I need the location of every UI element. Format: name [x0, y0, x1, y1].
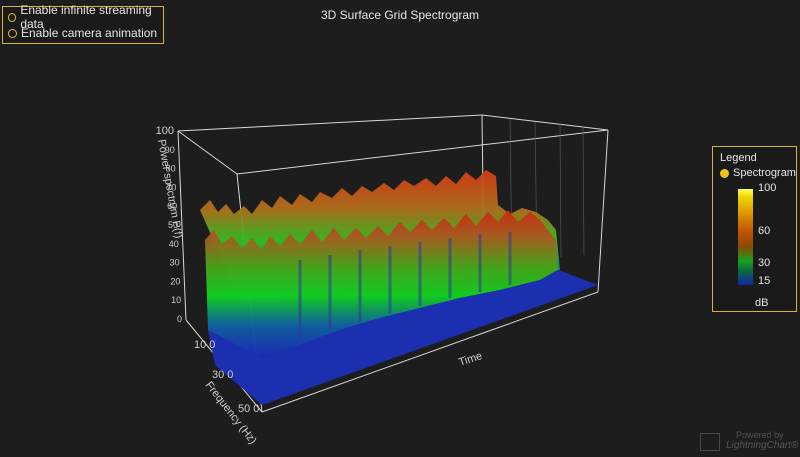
camera-animation-label: Enable camera animation	[21, 26, 158, 40]
scale-label-30: 30	[758, 257, 771, 269]
camera-animation-toggle[interactable]: Enable camera animation	[8, 25, 157, 41]
series-dot-icon	[720, 168, 729, 178]
y-tick-label: 90	[165, 145, 175, 155]
lightningchart-logo-icon	[700, 433, 720, 451]
chart-title: 3D Surface Grid Spectrogram	[320, 8, 480, 22]
infinite-streaming-label: Enable infinite streaming data	[20, 3, 152, 31]
surface-streaks	[298, 232, 512, 340]
y-tick-label: 100	[156, 125, 174, 137]
lightningchart-watermark: Powered by LightningChart®	[700, 430, 798, 454]
y-tick-label: 30	[170, 258, 180, 268]
scale-label-max: 100	[758, 182, 777, 194]
color-scale-bar	[738, 189, 753, 285]
scale-label-15: 15	[758, 275, 771, 287]
watermark-brand: LightningChart®	[726, 440, 799, 451]
x-axis-title: Time	[457, 350, 484, 369]
y-tick-label: 10	[171, 295, 181, 305]
z-tick-2: 30 0	[212, 369, 233, 381]
legend-series-entry[interactable]: Spectrogram	[720, 167, 796, 179]
watermark-powered: Powered by	[736, 430, 784, 440]
y-tick-label: 80	[166, 164, 176, 174]
y-tick-label: 50	[168, 220, 178, 230]
scale-label-60: 60	[758, 225, 771, 237]
radio-icon[interactable]	[8, 28, 17, 38]
y-tick-label: 60	[167, 201, 177, 211]
y-tick-label: 0	[177, 314, 182, 324]
legend-box: Legend Spectrogram 100 60 30 15 dB	[712, 146, 797, 312]
legend-title: Legend	[720, 152, 757, 164]
y-tick-label: 70	[166, 182, 176, 192]
infinite-streaming-toggle[interactable]: Enable infinite streaming data	[8, 3, 163, 31]
z-tick-3: 50 0	[238, 403, 259, 415]
y-tick-label: 20	[170, 276, 180, 286]
y-tick-label: 40	[169, 239, 179, 249]
legend-unit: dB	[755, 297, 769, 309]
legend-series-label: Spectrogram	[733, 167, 796, 179]
y-axis-ticks: 0 10 20 30 40 50 60 70 80 90 100	[156, 125, 182, 324]
radio-icon[interactable]	[8, 12, 17, 22]
surface-front	[205, 210, 558, 358]
z-tick-1: 10 0	[194, 339, 215, 351]
options-panel: Enable infinite streaming data Enable ca…	[2, 3, 164, 44]
surface-floor	[208, 270, 598, 405]
